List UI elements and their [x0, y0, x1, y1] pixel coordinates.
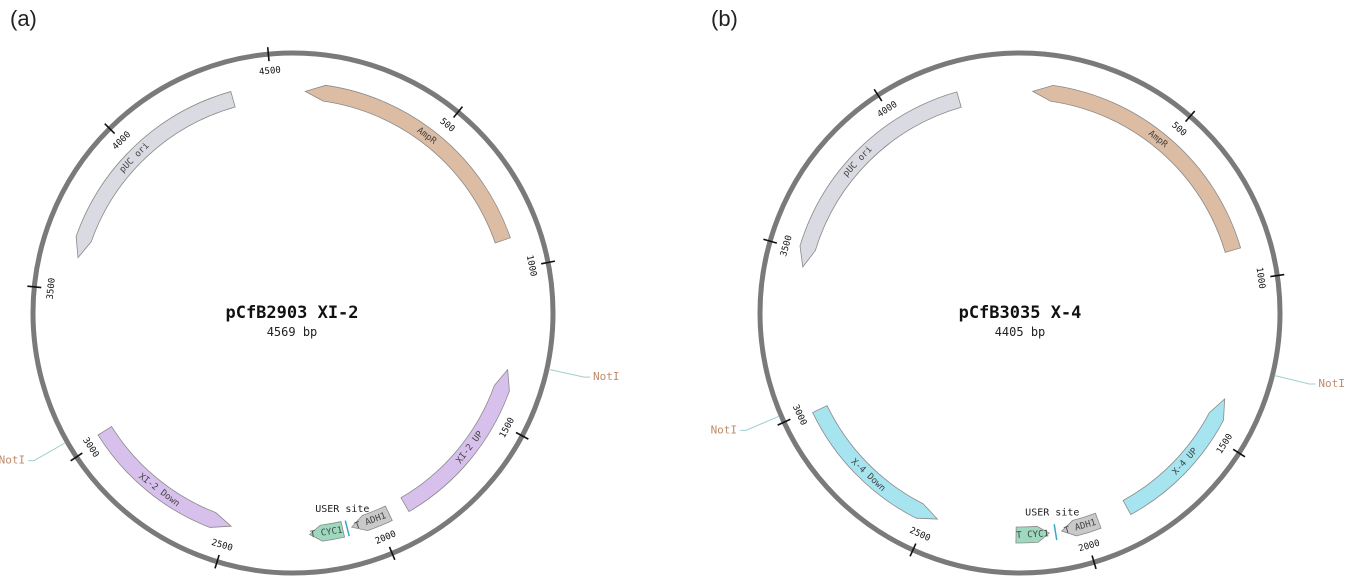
tick-mark: [909, 543, 917, 557]
feature-arrow: [1015, 525, 1050, 544]
panel-label: (b): [711, 6, 738, 31]
feature-arrow: [812, 405, 939, 520]
tick-mark: [541, 260, 556, 265]
plasmid-size: 4569 bp: [267, 325, 318, 339]
tick-label: 3500: [779, 234, 795, 258]
tick-mark: [1232, 448, 1246, 458]
tick-label: 2500: [908, 526, 932, 544]
tick-label: 2000: [374, 529, 398, 547]
tick-label: 500: [437, 117, 456, 135]
plasmid-map-panel-a: (a) 50010001500200025003000350040004500 …: [0, 6, 620, 576]
tick-label: 1500: [498, 416, 517, 440]
feature-label: XI-2 Down: [136, 472, 181, 509]
tick-mark: [763, 238, 778, 244]
feature-arrow: [1031, 84, 1242, 253]
tick-label: 4500: [259, 66, 282, 78]
tick-label: 4000: [876, 100, 900, 120]
feature-arrow: [304, 84, 511, 244]
plasmid-backbone: [30, 50, 556, 576]
panel-label: (a): [10, 6, 37, 31]
site-leader-line: [28, 442, 66, 462]
tick-mark: [1270, 273, 1285, 278]
restriction-sites: NotI NotI: [0, 368, 620, 467]
plasmid-name: pCfB3035 X-4: [959, 303, 1082, 323]
plasmid-name: pCfB2903 XI-2: [225, 303, 358, 323]
tick-label: 2500: [210, 538, 234, 554]
site-leader-line: [548, 368, 591, 378]
user-site-marker: [1053, 524, 1058, 541]
tick-label: 3000: [80, 436, 100, 460]
notI-site-label: NotI: [0, 454, 25, 467]
tick-label: 3500: [46, 277, 58, 300]
user-site-marker: [344, 520, 350, 537]
tick-label: 1000: [1253, 267, 1266, 290]
notI-site-label: NotI: [711, 423, 738, 436]
tick-mark: [515, 431, 529, 440]
tick-mark: [1091, 555, 1097, 570]
feature-label: T CYC1: [310, 526, 344, 541]
tick-mark: [214, 554, 220, 569]
feature-label: X-4 Down: [849, 457, 887, 494]
tick-mark: [104, 123, 116, 135]
tick-mark: [266, 47, 270, 62]
tick-mark: [388, 546, 396, 561]
feature-arrow: [1122, 398, 1226, 516]
restriction-sites: NotI NotI: [711, 374, 1345, 436]
tick-mark: [873, 88, 883, 102]
user-site-label: USER site: [315, 504, 369, 515]
feature-arrow: [799, 91, 962, 269]
feature-arrow: [350, 505, 393, 532]
tick-label: 2000: [1078, 539, 1102, 555]
feature-label: T CYC1: [1016, 529, 1049, 541]
tick-mark: [452, 106, 464, 118]
notI-site-label: NotI: [1318, 377, 1345, 390]
tick-label: 500: [1169, 120, 1188, 138]
plasmid-backbone: [757, 50, 1283, 576]
tick-label: 1000: [524, 254, 538, 277]
user-site: USER site: [1025, 507, 1079, 541]
tick-mark: [1184, 110, 1196, 123]
notI-site-label: NotI: [593, 370, 620, 383]
tick-mark: [27, 285, 42, 289]
tick-label: 1500: [1215, 432, 1235, 456]
user-site: USER site: [315, 504, 369, 537]
feature-arrow: [75, 91, 236, 259]
user-site-label: USER site: [1025, 507, 1079, 518]
plasmid-size: 4405 bp: [995, 325, 1046, 339]
tick-mark: [777, 418, 791, 426]
feature-arrow: [97, 426, 233, 528]
feature-arrow: [308, 521, 346, 542]
site-leader-line: [740, 415, 780, 431]
feature-arrow: [1060, 512, 1102, 537]
tick-mark: [70, 452, 83, 462]
tick-label: 3000: [790, 403, 808, 427]
site-leader-line: [1274, 374, 1316, 385]
feature-arrow: [400, 368, 510, 513]
